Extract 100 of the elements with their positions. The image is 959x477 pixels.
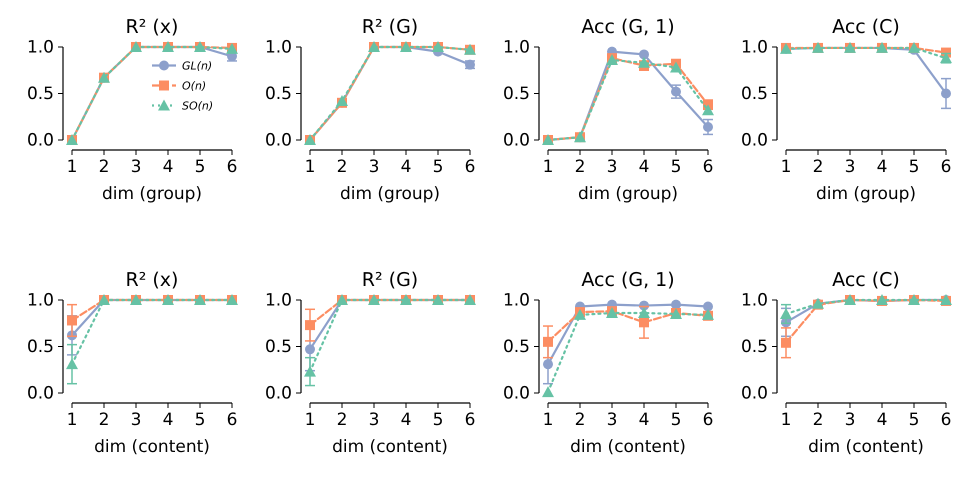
point	[543, 336, 553, 347]
chart-title: Acc (G, 1)	[581, 16, 675, 38]
chart-title: Acc (C)	[832, 269, 900, 291]
x-tick-label: 1	[304, 157, 316, 177]
x-tick-label: 4	[400, 157, 412, 177]
x-tick-label: 6	[702, 410, 714, 430]
x-tick-label: 4	[876, 410, 888, 430]
y-tick-label: 0.5	[502, 336, 530, 357]
y-tick-label: 1.0	[264, 37, 292, 58]
point	[67, 315, 77, 326]
x-tick-label: 3	[368, 157, 380, 177]
chart-title: Acc (G, 1)	[581, 269, 675, 291]
x-tick-label: 5	[194, 157, 206, 177]
y-tick-label: 1.0	[740, 37, 768, 58]
x-tick-label: 4	[876, 157, 888, 177]
x-tick-label: 6	[940, 157, 952, 177]
point	[941, 88, 951, 98]
x-tick-label: 3	[368, 410, 380, 430]
point	[670, 61, 682, 72]
y-tick-label: 0.0	[264, 130, 292, 150]
y-tick-label: 0.0	[740, 130, 768, 150]
x-axis-title: dim (content)	[332, 437, 448, 457]
x-tick-label: 3	[130, 157, 142, 177]
x-tick-label: 5	[432, 157, 444, 177]
x-tick-label: 1	[780, 157, 792, 177]
point	[703, 302, 713, 312]
point	[780, 308, 792, 319]
x-tick-label: 6	[702, 157, 714, 177]
point	[671, 86, 681, 97]
y-tick-label: 1.0	[26, 37, 54, 58]
y-tick-label: 0.0	[740, 383, 768, 404]
point	[639, 317, 649, 328]
x-axis-title: dim (group)	[102, 184, 202, 204]
y-tick-label: 0.5	[264, 84, 292, 104]
y-tick-label: 0.5	[264, 336, 292, 357]
point	[543, 359, 553, 370]
y-tick-label: 1.0	[502, 290, 530, 310]
x-tick-label: 1	[542, 157, 554, 177]
x-tick-label: 2	[336, 410, 348, 430]
y-tick-label: 1.0	[26, 290, 54, 310]
point	[703, 122, 713, 132]
chart-title: Acc (C)	[832, 16, 900, 38]
y-tick-label: 0.5	[740, 84, 768, 104]
x-tick-label: 4	[162, 157, 174, 177]
x-tick-label: 4	[162, 410, 174, 430]
x-tick-label: 6	[464, 157, 476, 177]
x-tick-label: 5	[194, 410, 206, 430]
point	[781, 338, 791, 348]
x-axis-title: dim (content)	[808, 437, 924, 457]
x-tick-label: 3	[844, 410, 856, 430]
x-tick-label: 2	[574, 410, 586, 430]
y-tick-label: 0.5	[26, 336, 54, 357]
chart-title: R² (x)	[126, 16, 178, 38]
x-axis-title: dim (group)	[816, 184, 916, 204]
x-tick-label: 1	[66, 157, 78, 177]
x-tick-label: 3	[844, 157, 856, 177]
point	[336, 94, 348, 106]
point	[66, 358, 78, 370]
x-tick-label: 5	[432, 410, 444, 430]
point	[305, 320, 315, 330]
x-tick-label: 2	[98, 410, 110, 430]
x-tick-label: 1	[66, 410, 78, 430]
x-tick-label: 1	[542, 410, 554, 430]
y-tick-label: 0.0	[502, 383, 530, 404]
x-tick-label: 5	[908, 410, 920, 430]
x-tick-label: 6	[226, 157, 238, 177]
y-tick-label: 1.0	[502, 37, 530, 58]
y-tick-label: 0.0	[26, 383, 54, 404]
y-tick-label: 0.0	[502, 130, 530, 150]
x-tick-label: 3	[606, 410, 618, 430]
point	[542, 386, 554, 398]
x-tick-label: 6	[226, 410, 238, 430]
x-tick-label: 2	[574, 157, 586, 177]
point	[702, 104, 714, 116]
x-tick-label: 4	[638, 157, 650, 177]
x-tick-label: 1	[304, 410, 316, 430]
legend-label: SO(n)	[182, 99, 214, 112]
chart-title: R² (x)	[126, 269, 178, 291]
point	[574, 308, 586, 320]
point	[638, 307, 650, 318]
legend-label: O(n)	[182, 79, 206, 92]
x-tick-label: 6	[940, 410, 952, 430]
chart-title: R² (G)	[362, 16, 418, 38]
x-tick-label: 2	[812, 410, 824, 430]
x-tick-label: 5	[670, 157, 682, 177]
x-tick-label: 4	[638, 410, 650, 430]
x-tick-label: 2	[98, 157, 110, 177]
x-tick-label: 6	[464, 410, 476, 430]
x-tick-label: 3	[130, 410, 142, 430]
y-tick-label: 0.5	[502, 84, 530, 104]
y-tick-label: 0.5	[740, 336, 768, 357]
x-tick-label: 3	[606, 157, 618, 177]
x-tick-label: 5	[670, 410, 682, 430]
x-axis-title: dim (group)	[578, 184, 678, 204]
x-axis-title: dim (content)	[570, 437, 686, 457]
x-tick-label: 2	[336, 157, 348, 177]
point	[304, 366, 316, 377]
y-tick-label: 1.0	[740, 290, 768, 310]
y-tick-label: 0.0	[26, 130, 54, 150]
x-tick-label: 4	[400, 410, 412, 430]
